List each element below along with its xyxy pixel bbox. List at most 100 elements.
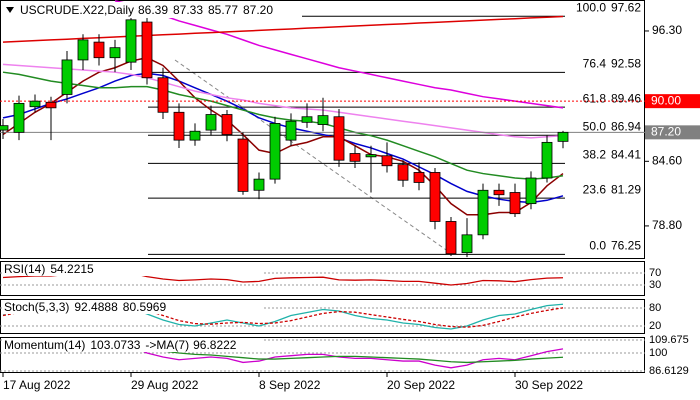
candle-body <box>429 172 441 222</box>
price-box <box>645 94 700 109</box>
price-box <box>645 125 700 140</box>
candle-body <box>109 47 121 59</box>
candle-body <box>397 164 409 181</box>
fib-value: 92.58 <box>611 57 641 71</box>
x-tick-label: 30 Sep 2022 <box>515 378 583 392</box>
stoch-panel-frame <box>0 299 645 334</box>
header-open: 86.39 <box>138 3 168 17</box>
indicator-tick-label: 109.675 <box>649 334 689 346</box>
candle-body <box>509 192 521 215</box>
x-tick-label: 20 Sep 2022 <box>387 378 455 392</box>
fib-ratio: 23.6 <box>583 182 607 196</box>
indicator-tick-label: 20 <box>649 320 661 332</box>
indicator-tick-label: 100 <box>649 347 667 359</box>
candle-body <box>0 125 9 131</box>
header-close: 87.20 <box>243 3 273 17</box>
rsi-panel-frame <box>0 261 645 296</box>
y-tick-label: 84.60 <box>652 153 682 167</box>
trend-line <box>174 59 453 255</box>
moving-average <box>2 72 564 204</box>
fib-value: 89.46 <box>611 91 641 105</box>
candle-body <box>477 189 489 236</box>
y-tick-label: 78.80 <box>652 218 682 232</box>
indicator-value: 96.8222 <box>193 338 237 352</box>
indicator-value: 92.4888 <box>74 300 118 314</box>
indicator-tick-label: 70 <box>649 267 661 279</box>
menu-triangle[interactable] <box>6 7 14 13</box>
candle-body <box>61 59 73 95</box>
price-box-label: 90.00 <box>651 93 681 107</box>
candle-body <box>461 234 473 254</box>
candle-body <box>45 101 57 109</box>
fib-value: 84.41 <box>611 148 641 162</box>
candle-body <box>93 41 105 59</box>
fib-ratio: 38.2 <box>583 148 607 162</box>
candle-body <box>413 172 425 183</box>
fib-ratio: 50.0 <box>583 119 607 133</box>
candle-body <box>237 138 249 192</box>
indicator-header-bg <box>2 339 264 352</box>
candle-body <box>541 141 553 179</box>
indicator-tick-label: 80 <box>649 302 661 314</box>
candle-body <box>365 154 377 158</box>
fib-ratio: 61.8 <box>583 91 607 105</box>
x-tick-label: 29 Aug 2022 <box>131 378 199 392</box>
fib-value: 97.62 <box>611 0 641 14</box>
header-background <box>2 2 302 18</box>
candle-body <box>525 177 537 205</box>
indicator-line <box>2 304 564 328</box>
indicator-title: Momentum(14) <box>4 338 85 352</box>
candle-body <box>221 114 233 135</box>
candle-body <box>349 153 361 162</box>
indicator-value: 80.5969 <box>123 300 167 314</box>
candle-body <box>317 115 329 125</box>
indicator-tick-label: 86.6129 <box>649 365 689 377</box>
indicator-header-bg <box>2 301 264 314</box>
fib-value: 81.29 <box>611 182 641 196</box>
moving-average <box>2 63 564 139</box>
candle-body <box>253 178 265 191</box>
candle-body <box>285 120 297 141</box>
candle-body <box>77 39 89 61</box>
indicator-value: 103.0733 <box>90 338 140 352</box>
fib-ratio: 100.0 <box>576 0 606 14</box>
moving-average <box>2 15 564 43</box>
price-box-label: 87.20 <box>651 125 681 139</box>
candle-body <box>557 131 569 142</box>
indicator-header-bg <box>2 263 264 276</box>
candle-body <box>157 77 169 113</box>
candle-body <box>141 21 153 79</box>
indicator-value: 54.2215 <box>50 262 94 276</box>
indicator-title: Stoch(5,3,3) <box>4 300 69 314</box>
moving-average <box>2 71 564 180</box>
indicator-tick-label: 30 <box>649 279 661 291</box>
y-tick-label: 96.30 <box>652 23 682 37</box>
x-tick-label: 8 Sep 2022 <box>259 378 321 392</box>
header-high: 87.33 <box>173 3 203 17</box>
fib-ratio: 76.4 <box>583 57 607 71</box>
moving-average <box>2 56 564 216</box>
candle-body <box>125 19 137 63</box>
candle-body <box>29 100 41 108</box>
indicator-title: RSI(14) <box>4 262 45 276</box>
candle-body <box>493 189 505 196</box>
symbol: USCRUDE.X22,Daily <box>20 3 134 17</box>
candle-body <box>445 221 457 255</box>
x-tick-label: 17 Aug 2022 <box>3 378 71 392</box>
candle-body <box>173 111 185 141</box>
candle-body <box>189 130 201 141</box>
candle-body <box>333 116 345 161</box>
candle-body <box>13 102 25 133</box>
indicator-ma-label: ->MA(7) <box>145 338 189 352</box>
candle-body <box>301 116 313 123</box>
fib-ratio: 0.0 <box>589 238 606 252</box>
candle-body <box>381 155 393 167</box>
candle-body <box>269 123 281 180</box>
header-low: 85.77 <box>208 3 238 17</box>
momentum-panel-frame <box>0 337 645 373</box>
fib-value: 76.25 <box>611 238 641 252</box>
candle-body <box>205 114 217 131</box>
moving-average <box>114 0 564 109</box>
